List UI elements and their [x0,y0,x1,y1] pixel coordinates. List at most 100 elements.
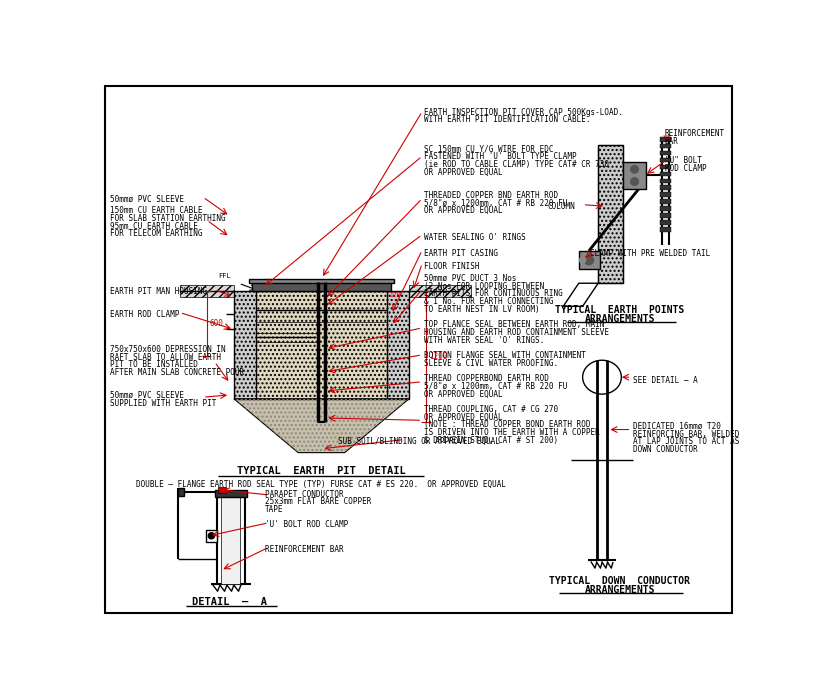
Text: OR APPROVED EQUAL: OR APPROVED EQUAL [424,167,502,176]
Text: TO EARTH NEST IN LV ROOM): TO EARTH NEST IN LV ROOM) [424,304,539,313]
Text: HOUSING AND EARTH ROD CONTAINMENT SLEEVE: HOUSING AND EARTH ROD CONTAINMENT SLEEVE [424,328,609,337]
Bar [249,279,394,283]
Text: BAR: BAR [665,137,679,146]
Text: DETAIL  —  A: DETAIL — A [193,597,267,608]
Text: 25x3mm FLAT BARE COPPER: 25x3mm FLAT BARE COPPER [265,498,371,507]
Bar [660,213,671,218]
Text: & 1 No. FOR EARTH CONNECTING: & 1 No. FOR EARTH CONNECTING [424,297,553,306]
Polygon shape [563,283,598,307]
Text: REINFORCEMENT BAR: REINFORCEMENT BAR [265,545,343,554]
Text: 50mmø PVC SLEEVE: 50mmø PVC SLEEVE [109,194,184,203]
Text: TYPICAL  EARTH  PIT  DETAIL: TYPICAL EARTH PIT DETAIL [237,466,406,477]
Text: ROD CLAMP: ROD CLAMP [665,164,707,173]
Bar [206,529,217,542]
Text: SC 150mm CU Y/G WIRE FOR EDC: SC 150mm CU Y/G WIRE FOR EDC [424,145,553,154]
Circle shape [208,533,215,539]
Text: TYPICAL  DOWN  CONDUCTOR: TYPICAL DOWN CONDUCTOR [549,576,690,586]
Bar [660,199,671,204]
Text: PIT TO BE INSTALLED: PIT TO BE INSTALLED [109,361,198,370]
Text: 50mmø PVC DUCT 3 Nos: 50mmø PVC DUCT 3 Nos [424,274,516,283]
Text: EARTH PIT CASING: EARTH PIT CASING [424,248,498,257]
Text: 1200: 1200 [429,352,448,361]
Text: "U" BOLT: "U" BOLT [665,156,702,165]
Bar [660,172,671,176]
Text: TYPICAL  EARTH  POINTS: TYPICAL EARTH POINTS [556,304,685,315]
Bar [234,291,256,399]
Text: OR APPROVED EQUAL: OR APPROVED EQUAL [424,412,502,421]
Bar [623,161,646,190]
Text: 95mm CU EARTH CABLE: 95mm CU EARTH CABLE [109,221,198,230]
Text: FFL: FFL [218,273,230,279]
Text: 50mmø PVC SLEEVE: 50mmø PVC SLEEVE [109,391,184,400]
Bar [409,285,471,297]
Text: AT LAP JOINTS TO ACT AS: AT LAP JOINTS TO ACT AS [633,437,739,446]
Circle shape [631,165,638,173]
Bar [660,185,671,190]
Text: SUB SOIL/BLINDING OR APPROVED EQUAL: SUB SOIL/BLINDING OR APPROVED EQUAL [338,437,500,446]
Bar [660,151,671,156]
Bar [221,498,240,583]
Text: 220: 220 [389,293,402,298]
Text: TAPE: TAPE [265,505,283,514]
Bar [660,206,671,211]
Text: SEE DETAIL – A: SEE DETAIL – A [633,376,698,385]
Text: ARRANGEMENTS: ARRANGEMENTS [585,314,655,324]
Bar [660,179,671,183]
Bar [256,291,387,399]
Circle shape [579,257,586,263]
Text: CLAMP WITH PRE WELDED TAIL: CLAMP WITH PRE WELDED TAIL [591,248,711,257]
Text: EARTH INSPECTION PIT COVER CAP 500Kgs-LOAD.: EARTH INSPECTION PIT COVER CAP 500Kgs-LO… [424,108,623,117]
Bar [660,158,671,163]
Bar [180,285,234,297]
Text: SLEEVE & CIVL WATER PROOFING.: SLEEVE & CIVL WATER PROOFING. [424,358,558,367]
Text: SUPPLIED WITH EARTH PIT: SUPPLIED WITH EARTH PIT [109,399,217,408]
Text: FOR SLAB STATION EARTHING: FOR SLAB STATION EARTHING [109,214,225,223]
Text: COLUMN: COLUMN [547,202,575,211]
Text: WITH WATER SEAL 'O' RINGS.: WITH WATER SEAL 'O' RINGS. [424,336,544,345]
Bar [660,144,671,149]
Text: BOTTON FLANGE SEAL WITH CONTAINMENT: BOTTON FLANGE SEAL WITH CONTAINMENT [424,351,586,360]
Circle shape [584,255,593,265]
Bar [578,251,600,269]
Text: OR APPROVED EQUAL: OR APPROVED EQUAL [424,206,502,215]
Text: (NOTE : THREAD COPPER BOND EARTH ROD: (NOTE : THREAD COPPER BOND EARTH ROD [424,420,590,429]
Text: THREADED COPPER BND EARTH ROD: THREADED COPPER BND EARTH ROD [424,191,558,200]
Text: IS DRIVEN INTO THE EARTH WITH A COPPER: IS DRIVEN INTO THE EARTH WITH A COPPER [424,428,600,437]
Text: EARTH PITS FOR CONTINUOUS RING: EARTH PITS FOR CONTINUOUS RING [424,289,562,298]
Text: OR APPROVED EQUAL: OR APPROVED EQUAL [424,390,502,399]
Text: AFTER MAIN SLAB CONCRETE POUR.: AFTER MAIN SLAB CONCRETE POUR. [109,368,248,377]
Text: 'U' BOLT ROD CLAMP: 'U' BOLT ROD CLAMP [265,520,348,529]
Text: (ie ROD TO CABLE CLAMP) TYPE CAT# CR 730: (ie ROD TO CABLE CLAMP) TYPE CAT# CR 730 [424,160,609,169]
Text: 150mm CU EARTH CABLE: 150mm CU EARTH CABLE [109,206,203,215]
Text: RAFT SLAB TO ALLOW EARTH: RAFT SLAB TO ALLOW EARTH [109,352,221,361]
Text: DOUBLE – FLANGE EARTH ROD SEAL TYPE (TYP) FURSE CAT # ES 220.  OR APPROVED EQUAL: DOUBLE – FLANGE EARTH ROD SEAL TYPE (TYP… [136,480,507,489]
Text: THREAD COPPERBOND EARTH ROD: THREAD COPPERBOND EARTH ROD [424,374,549,383]
Text: DOWN CONDUCTOR: DOWN CONDUCTOR [633,445,698,454]
Bar [387,291,409,399]
Text: FOR TELECOM EARTHING: FOR TELECOM EARTHING [109,229,203,238]
Text: 600: 600 [210,319,224,328]
Bar [660,137,671,142]
Bar [218,486,226,493]
Text: WITH EARTH PIT IDENTIFICATION CABLE.: WITH EARTH PIT IDENTIFICATION CABLE. [424,116,590,125]
Text: PARAPET CONDUCTOR: PARAPET CONDUCTOR [265,490,343,499]
Text: DEDICATED 16mmø T20: DEDICATED 16mmø T20 [633,422,721,431]
Bar [598,145,623,283]
Bar [252,282,391,291]
Bar [598,145,623,283]
Text: (2 Nos FOR LOOPING BETWEEN: (2 Nos FOR LOOPING BETWEEN [424,282,544,291]
Bar [256,291,387,399]
Text: 750x750x600 DEPRESSION IN: 750x750x600 DEPRESSION IN [109,345,225,354]
Text: THREAD COUPLING, CAT # CG 270: THREAD COUPLING, CAT # CG 270 [424,405,558,414]
Text: EARTH ROD CLAMP: EARTH ROD CLAMP [109,310,179,319]
Circle shape [631,178,638,185]
Text: REINFORCEMENT: REINFORCEMENT [665,129,725,138]
Text: & DRIVEIN STUD, CAT # ST 200): & DRIVEIN STUD, CAT # ST 200) [424,436,558,445]
Bar [660,165,671,170]
Bar [660,227,671,232]
Bar [215,490,247,498]
Bar [217,498,245,583]
Polygon shape [234,399,409,453]
Text: 5/8"ø x 1200mm, CAT # RB 220 FU: 5/8"ø x 1200mm, CAT # RB 220 FU [424,382,567,391]
Text: TOP FLANCE SEAL BETWEEN EARTH ROD, MAIN: TOP FLANCE SEAL BETWEEN EARTH ROD, MAIN [424,320,604,329]
